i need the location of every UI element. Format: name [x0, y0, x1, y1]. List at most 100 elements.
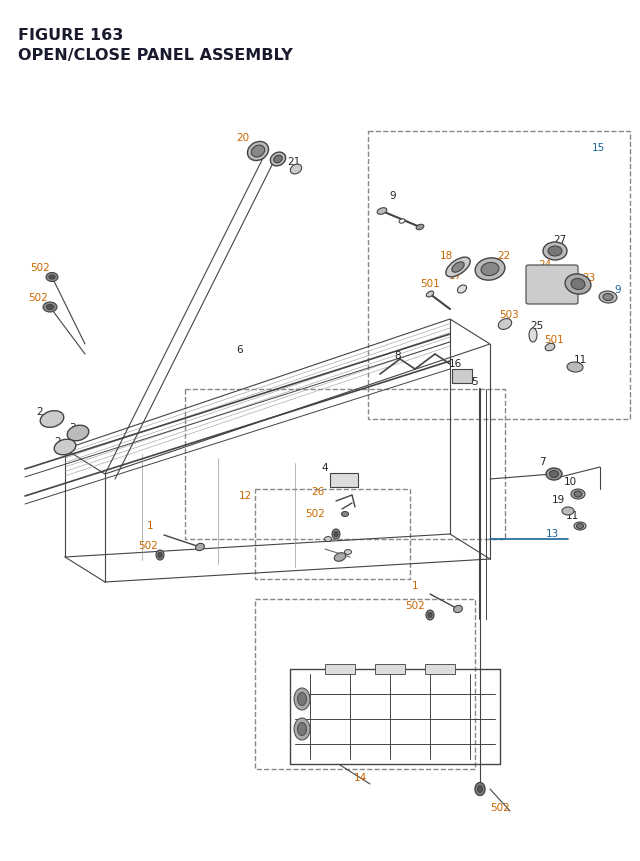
Text: 21: 21 [287, 157, 301, 167]
Text: 1: 1 [147, 520, 154, 530]
Ellipse shape [334, 553, 346, 561]
Text: 2: 2 [54, 437, 61, 447]
Bar [255, 489, 410, 579]
Bar [425, 664, 455, 674]
Text: 17: 17 [449, 270, 461, 281]
Ellipse shape [252, 146, 265, 158]
Text: 3: 3 [68, 423, 76, 432]
Ellipse shape [454, 605, 462, 613]
Text: 26: 26 [312, 486, 324, 497]
Ellipse shape [499, 319, 512, 330]
Ellipse shape [548, 247, 562, 257]
Text: 13: 13 [545, 529, 559, 538]
Text: 5: 5 [472, 376, 478, 387]
Text: 14: 14 [353, 772, 367, 782]
Ellipse shape [475, 258, 505, 281]
Text: 7: 7 [539, 456, 545, 467]
Ellipse shape [344, 550, 351, 554]
Text: 20: 20 [236, 133, 250, 143]
Ellipse shape [294, 718, 310, 740]
Ellipse shape [426, 292, 434, 298]
Bar [185, 389, 505, 539]
Text: 502: 502 [405, 600, 425, 610]
Text: 502: 502 [490, 802, 510, 812]
Ellipse shape [399, 220, 405, 224]
Text: 15: 15 [591, 143, 605, 152]
Text: 9: 9 [614, 285, 621, 294]
Text: 16: 16 [449, 358, 461, 369]
Ellipse shape [274, 156, 282, 164]
Ellipse shape [342, 512, 349, 517]
Ellipse shape [599, 292, 617, 304]
Ellipse shape [40, 412, 64, 428]
Ellipse shape [332, 530, 340, 539]
Ellipse shape [458, 286, 467, 294]
Text: 11: 11 [255, 143, 269, 152]
Bar [452, 369, 472, 383]
Ellipse shape [67, 425, 89, 442]
Ellipse shape [291, 165, 301, 175]
Text: 502: 502 [30, 263, 50, 273]
Ellipse shape [294, 688, 310, 710]
Text: 502: 502 [305, 508, 325, 518]
Ellipse shape [529, 329, 537, 343]
Text: 10: 10 [563, 476, 577, 486]
Ellipse shape [377, 208, 387, 215]
Ellipse shape [567, 362, 583, 373]
Ellipse shape [543, 243, 567, 261]
Text: 27: 27 [554, 235, 566, 245]
Ellipse shape [43, 303, 57, 313]
Text: 11: 11 [565, 511, 579, 520]
Ellipse shape [571, 279, 585, 290]
Ellipse shape [428, 613, 432, 618]
Bar [368, 132, 630, 419]
Ellipse shape [481, 263, 499, 276]
Ellipse shape [562, 507, 574, 516]
Ellipse shape [156, 550, 164, 561]
Text: 9: 9 [390, 191, 396, 201]
Ellipse shape [475, 783, 485, 796]
Ellipse shape [446, 257, 470, 277]
Text: 22: 22 [497, 251, 511, 261]
Text: 501: 501 [544, 335, 564, 344]
Text: OPEN/CLOSE PANEL ASSEMBLY: OPEN/CLOSE PANEL ASSEMBLY [18, 48, 292, 63]
Text: 23: 23 [582, 273, 596, 282]
Ellipse shape [324, 537, 332, 542]
Text: 2: 2 [36, 406, 44, 417]
Ellipse shape [270, 153, 285, 167]
Ellipse shape [196, 544, 204, 551]
Text: 12: 12 [238, 491, 252, 500]
Text: 503: 503 [499, 310, 519, 319]
Bar [330, 474, 358, 487]
FancyBboxPatch shape [526, 266, 578, 305]
Ellipse shape [46, 273, 58, 282]
Ellipse shape [577, 523, 584, 529]
Bar [255, 599, 475, 769]
Text: 4: 4 [322, 462, 328, 473]
Text: 24: 24 [538, 260, 552, 269]
Ellipse shape [574, 492, 582, 498]
Text: FIGURE 163: FIGURE 163 [18, 28, 124, 43]
Text: 19: 19 [552, 494, 564, 505]
Ellipse shape [248, 142, 269, 161]
Ellipse shape [574, 523, 586, 530]
Text: 1: 1 [412, 580, 419, 591]
Text: 8: 8 [395, 350, 401, 361]
Ellipse shape [298, 693, 307, 706]
Bar [375, 664, 405, 674]
Text: 502: 502 [28, 293, 48, 303]
Ellipse shape [426, 610, 434, 620]
Ellipse shape [334, 532, 338, 537]
Text: 18: 18 [440, 251, 452, 261]
Text: 501: 501 [420, 279, 440, 288]
Ellipse shape [571, 489, 585, 499]
Ellipse shape [158, 553, 162, 558]
Ellipse shape [416, 225, 424, 231]
Ellipse shape [565, 275, 591, 294]
Ellipse shape [49, 276, 55, 280]
Text: 502: 502 [138, 541, 158, 550]
Text: 11: 11 [573, 355, 587, 364]
Ellipse shape [603, 294, 613, 301]
Text: 25: 25 [531, 320, 543, 331]
Ellipse shape [47, 305, 54, 310]
